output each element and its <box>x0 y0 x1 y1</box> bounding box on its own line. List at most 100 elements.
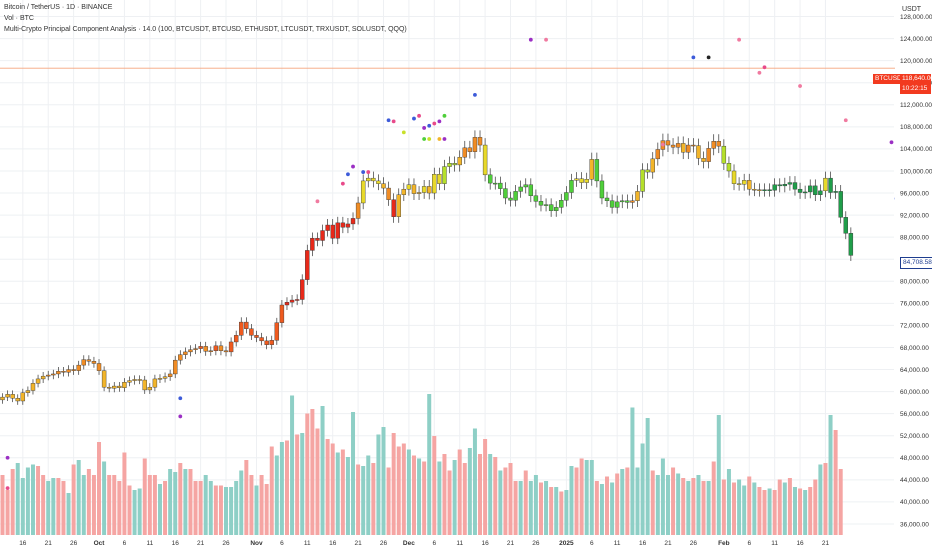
candle-body <box>462 147 467 158</box>
volume-bar <box>605 476 610 535</box>
candle-body <box>493 182 498 185</box>
candle-body <box>223 350 229 353</box>
candle-body <box>523 184 528 188</box>
candle-body <box>254 335 259 338</box>
symbol-title[interactable]: Bitcoin / TetherUS · 1D · BINANCE <box>4 4 113 11</box>
signal-dot <box>432 121 437 126</box>
candle-body <box>833 191 838 193</box>
volume-bar <box>452 460 457 535</box>
volume-bar <box>193 481 198 535</box>
volume-bar <box>234 481 239 535</box>
volume-bar <box>30 464 35 535</box>
volume-bar <box>76 460 81 535</box>
signal-dot <box>437 137 442 141</box>
volume-bar <box>665 475 670 535</box>
volume-bar <box>792 487 797 535</box>
candle-body <box>503 188 508 199</box>
candle-body <box>320 230 325 241</box>
signal-dot <box>5 455 10 460</box>
volume-bar <box>386 467 391 535</box>
candle-body <box>655 149 661 160</box>
candle-body <box>482 144 488 176</box>
volume-bar <box>361 466 366 535</box>
signal-dot <box>315 199 320 204</box>
y-tick-label: 52,000.00 <box>900 433 929 440</box>
candle-body <box>46 374 51 377</box>
signal-dot <box>178 414 183 419</box>
candle-body <box>147 386 153 391</box>
x-tick-label: 11 <box>146 540 153 547</box>
y-tick-label: 108,000.00 <box>900 124 932 131</box>
volume-bar <box>767 488 772 535</box>
candle-body <box>259 337 264 342</box>
volume-bar <box>284 440 289 535</box>
candle-body <box>366 177 371 182</box>
pca-indicator-label[interactable]: Multi-Crypto Principal Component Analysi… <box>4 26 407 33</box>
candle-body <box>640 169 645 192</box>
x-tick-label: 16 <box>19 540 27 547</box>
volume-bar <box>599 484 604 535</box>
volume-bar <box>86 469 91 535</box>
x-tick-label: 21 <box>197 540 205 547</box>
candle-body <box>371 177 376 182</box>
x-tick-label: 16 <box>329 540 337 547</box>
volume-bar <box>711 461 716 535</box>
volume-bar <box>798 488 803 535</box>
candle-body <box>183 351 188 355</box>
candle-body <box>20 392 26 402</box>
x-tick-label: 2025 <box>559 540 574 547</box>
candle-body <box>279 304 285 323</box>
candle-body <box>691 144 696 147</box>
candle-body <box>391 199 396 217</box>
y-tick-label: 112,000.00 <box>900 102 932 109</box>
volume-bar <box>290 395 295 535</box>
volume-bar <box>71 464 76 535</box>
candle-body <box>584 179 589 183</box>
candle-body <box>787 182 793 185</box>
volume-bar <box>152 475 157 535</box>
volume-bar <box>686 481 691 535</box>
candle-body <box>249 328 254 336</box>
volume-bar <box>483 439 488 535</box>
signal-dot <box>843 118 848 123</box>
candle-body <box>599 180 605 199</box>
candle-body <box>208 350 213 352</box>
candle-body <box>614 201 620 208</box>
candle-body <box>442 166 447 184</box>
volume-bar <box>183 469 188 535</box>
volume-indicator-label[interactable]: Vol · BTC <box>4 15 34 22</box>
volume-bar <box>493 457 498 535</box>
volume-bar <box>249 475 254 535</box>
volume-bar <box>173 472 178 535</box>
signal-dot <box>737 37 741 42</box>
volume-bar <box>503 467 508 535</box>
candle-body <box>594 159 600 182</box>
volume-bar <box>589 460 594 535</box>
volume-bar <box>721 479 726 535</box>
candle-body <box>244 321 249 329</box>
candle-body <box>772 184 777 191</box>
volume-bar <box>701 481 706 535</box>
volume-bar <box>46 481 51 535</box>
time-axis[interactable]: 16 21 26 Oct 6 11 16 21 26 Nov 6 11 16 21 26 Dec 6 11 16 21… <box>0 536 932 550</box>
signal-dot <box>340 181 345 186</box>
candle-body <box>335 222 340 239</box>
volume-bar <box>163 481 168 535</box>
candle-body <box>589 159 594 180</box>
volume-bar <box>279 442 284 535</box>
volume-bar <box>818 464 823 535</box>
candle-body <box>726 163 732 172</box>
x-tick-label: 11 <box>456 540 463 547</box>
candle-body <box>579 178 584 183</box>
candle-body <box>574 178 579 181</box>
signal-dot <box>401 130 406 135</box>
x-tick-label: 6 <box>123 540 127 547</box>
candle-body <box>152 378 158 388</box>
y-tick-label: 76,000.00 <box>900 301 929 308</box>
volume-bar <box>356 464 361 535</box>
x-tick-label: 6 <box>432 540 436 547</box>
signal-dot <box>427 123 432 128</box>
volume-bar <box>579 458 584 535</box>
